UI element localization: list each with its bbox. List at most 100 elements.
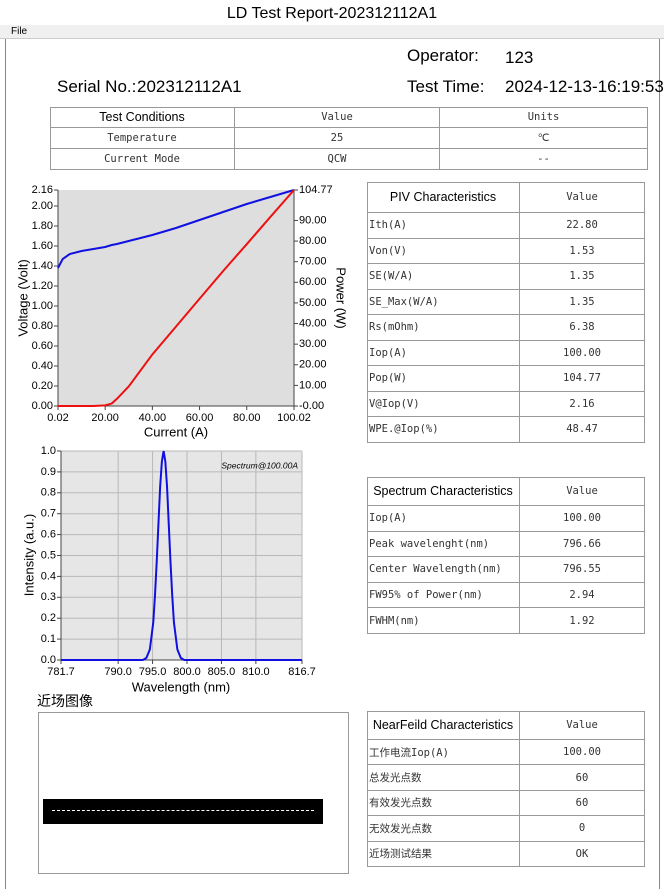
x-axis-label: Wavelength (nm) — [132, 679, 231, 694]
operator-value: 123 — [505, 48, 534, 67]
table-cell: Ith(A) — [367, 213, 520, 239]
y-tick-label: 2.16 — [32, 184, 53, 196]
y-tick-label: 2.00 — [32, 200, 53, 212]
y2-tick-label: 80.00 — [299, 235, 327, 247]
table-cell: 104.77 — [520, 366, 645, 392]
y2-tick-label: 50.00 — [299, 297, 327, 309]
table-cell: Pop(W) — [367, 366, 520, 392]
table-cell: 6.38 — [520, 315, 645, 341]
table-cell: 无效发光点数 — [367, 816, 520, 842]
y-axis-label: Intensity (a.u.) — [21, 514, 36, 596]
x-tick-label: 20.00 — [91, 412, 119, 424]
x-tick-label: 795.0 — [139, 666, 167, 678]
time-label: Test Time: — [407, 77, 485, 96]
table-header-cell: Value — [520, 711, 645, 740]
x-tick-label: 790.0 — [104, 666, 132, 678]
y-tick-label: 0.00 — [32, 400, 53, 412]
table-frame — [367, 477, 645, 634]
x-tick-label: 100.02 — [277, 412, 311, 424]
table-cell: 796.66 — [520, 531, 645, 558]
y-tick-label: 0.20 — [32, 380, 53, 392]
table-cell: QCW — [235, 149, 440, 170]
table-cell: V@Iop(V) — [367, 391, 520, 417]
table-cell: -- — [440, 149, 648, 170]
table-cell: 工作电流Iop(A) — [367, 740, 520, 766]
menu-file[interactable]: File — [11, 26, 28, 37]
table-cell: 有效发光点数 — [367, 790, 520, 817]
table-cell: 1.53 — [520, 238, 645, 264]
table-cell: 总发光点数 — [367, 765, 520, 791]
table-header-cell: Units — [440, 107, 648, 128]
table-cell: Iop(A) — [367, 506, 520, 532]
table-frame — [367, 711, 645, 867]
x-tick-label: 0.02 — [47, 412, 68, 424]
x-tick-label: 800.0 — [173, 666, 201, 678]
nearfield-image-frame — [38, 712, 349, 874]
y-tick-label: 0.4 — [41, 570, 56, 582]
table-cell: Center Wavelength(nm) — [367, 557, 520, 583]
table-cell: 796.55 — [520, 557, 645, 583]
y-tick-label: 1.80 — [32, 220, 53, 232]
y-tick-label: 1.20 — [32, 280, 53, 292]
y-tick-label: 0.0 — [41, 654, 56, 666]
menu-bar — [0, 25, 664, 39]
time-value: 2024-12-13-16:19:53 — [505, 77, 664, 96]
table-cell: Temperature — [50, 128, 235, 149]
table-cell: 1.35 — [520, 289, 645, 315]
operator-label: Operator: — [407, 46, 479, 65]
y-tick-label: 0.40 — [32, 360, 53, 372]
x-tick-label: 816.7 — [288, 666, 316, 678]
table-cell: 2.16 — [520, 391, 645, 417]
y2-tick-label: 104.77 — [299, 184, 333, 196]
y2-tick-label: 90.00 — [299, 214, 327, 226]
series-line — [57, 189, 295, 269]
table-cell: ℃ — [440, 128, 648, 149]
table-cell: FWHM(nm) — [367, 608, 520, 634]
x-tick-label: 781.7 — [47, 666, 75, 678]
table-cell: 100.00 — [520, 506, 645, 532]
table-header-cell: Test Conditions — [50, 107, 235, 128]
table-cell: OK — [520, 841, 645, 867]
nearfield-label: 近场图像 — [37, 693, 93, 709]
x-tick-label: 60.00 — [186, 412, 214, 424]
y-axis-label: Voltage (Volt) — [15, 259, 30, 336]
series-line — [58, 189, 295, 407]
table-cell: 1.92 — [520, 608, 645, 634]
table-cell: 60 — [520, 765, 645, 791]
table-header-cell: Value — [235, 107, 440, 128]
table-header-cell: Spectrum Characteristics — [367, 477, 520, 506]
table-header-cell: PIV Characteristics — [367, 182, 520, 213]
nearfield-emitters — [52, 810, 314, 811]
y2-tick-label: 40.00 — [299, 317, 327, 329]
table-frame — [50, 107, 648, 170]
x-axis-label: Current (A) — [144, 424, 208, 439]
table-cell: 1.35 — [520, 264, 645, 290]
chart-annotation: Spectrum@100.00A — [221, 460, 298, 470]
serial-label: Serial No.: — [57, 77, 137, 96]
nearfield-image — [43, 799, 323, 824]
table-cell: 48.47 — [520, 417, 645, 443]
y2-tick-label: 30.00 — [299, 338, 327, 350]
table-cell: WPE.@Iop(%) — [367, 417, 520, 443]
series-line — [61, 450, 302, 661]
y-tick-label: 0.80 — [32, 320, 53, 332]
table-frame — [367, 182, 645, 443]
left-edge — [5, 39, 6, 889]
y-tick-label: 1.0 — [41, 445, 56, 457]
y-tick-label: 0.6 — [41, 529, 56, 541]
table-cell: 25 — [235, 128, 440, 149]
y2-tick-label: -0.00 — [299, 400, 324, 412]
table-cell: 近场测试结果 — [367, 841, 520, 867]
right-edge — [659, 39, 660, 889]
table-cell: SE(W/A) — [367, 264, 520, 290]
table-cell: 60 — [520, 790, 645, 817]
table-cell: Rs(mOhm) — [367, 315, 520, 341]
x-tick-label: 810.0 — [242, 666, 270, 678]
x-tick-label: 40.00 — [139, 412, 167, 424]
table-cell: 22.80 — [520, 213, 645, 239]
y2-axis-label: Power (W) — [334, 267, 349, 328]
x-tick-label: 805.0 — [208, 666, 236, 678]
y2-tick-label: 10.00 — [299, 379, 327, 391]
y-tick-label: 0.2 — [41, 612, 56, 624]
